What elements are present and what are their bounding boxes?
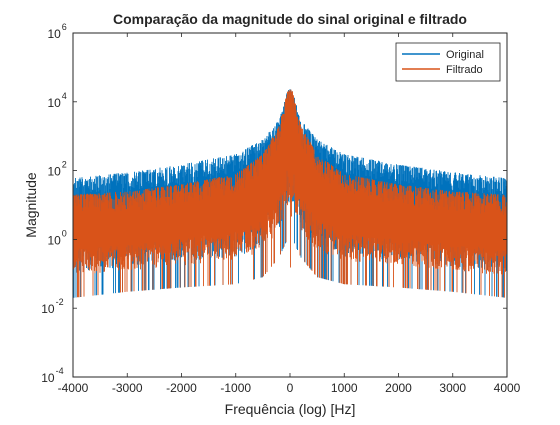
legend-label-original: Original [446,49,484,61]
y-tick-label: 10 -2 [41,297,63,316]
x-tick-label: 4000 [494,381,521,395]
y-tick-label-exp: -4 [56,366,64,376]
y-tick-label-exp: 4 [62,91,67,101]
y-tick-label-exp: 2 [62,160,67,170]
legend-label-filtrado: Filtrado [446,64,483,76]
legend-box [395,42,501,82]
x-tick-label: -2000 [166,381,197,395]
y-tick-label: 10 6 [47,22,66,41]
x-tick-label: 0 [287,381,294,395]
y-tick-label-base: 10 [41,302,55,316]
series-filtrado [73,89,507,298]
y-tick-label-base: 10 [47,27,61,41]
y-tick-label-base: 10 [47,96,61,110]
x-tick-label: -3000 [112,381,143,395]
y-tick-label: 10 0 [47,228,66,247]
ticks-layer: -4000 -3000 -2000 -1000 0 1000 2000 3000 400010-… [41,22,520,395]
y-tick-label: 10 4 [47,91,66,110]
y-tick-label-exp: 0 [62,228,67,238]
y-tick-label-base: 10 [47,233,61,247]
x-tick-label: -1000 [220,381,251,395]
legend: Original Filtrado [395,42,501,82]
y-axis-label: Magnitude [23,172,39,238]
y-tick-label: 10 -4 [41,366,63,385]
y-tick-label-exp: -2 [56,297,64,307]
x-tick-label: 3000 [439,381,466,395]
series-line-filtrado [73,89,507,298]
x-tick-label: 1000 [331,381,358,395]
y-tick-label-exp: 6 [62,22,67,32]
y-tick-label-base: 10 [47,165,61,179]
x-tick-label: 2000 [385,381,412,395]
x-axis-label: Frequência (log) [Hz] [225,401,356,417]
series-layer [73,89,507,298]
y-tick-label: 10 2 [47,160,66,179]
chart-title: Comparação da magnitude do sinal origina… [113,11,467,27]
x-tick-label: -4000 [58,381,89,395]
y-tick-label-base: 10 [41,371,55,385]
